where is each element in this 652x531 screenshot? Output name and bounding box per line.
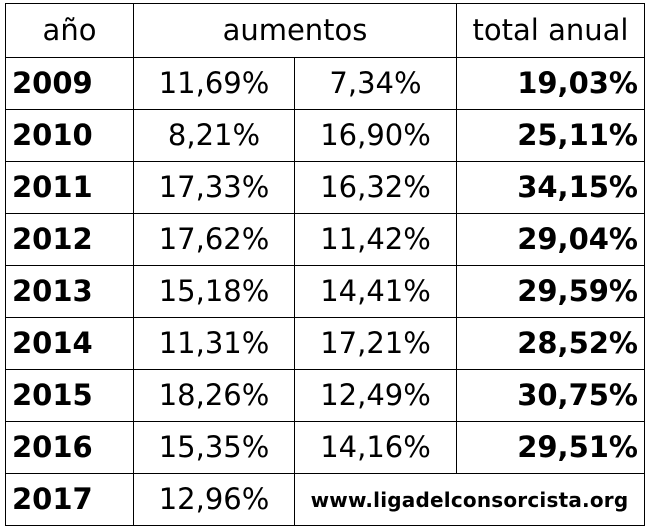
table-row: 2011 17,33% 16,32% 34,15% <box>5 161 645 214</box>
total-cell: 29,59% <box>456 265 645 318</box>
header-increases: aumentos <box>133 3 457 58</box>
increase-2-cell: 14,16% <box>294 421 457 474</box>
year-cell: 2017 <box>5 473 134 526</box>
increase-2-cell: 7,34% <box>294 57 457 110</box>
table-row: 2014 11,31% 17,21% 28,52% <box>5 317 645 370</box>
increase-1-cell: 12,96% <box>133 473 295 526</box>
increase-1-cell: 18,26% <box>133 369 295 422</box>
table-row: 2013 15,18% 14,41% 29,59% <box>5 265 645 318</box>
total-cell: 19,03% <box>456 57 645 110</box>
year-cell: 2011 <box>5 161 134 214</box>
year-cell: 2012 <box>5 213 134 266</box>
year-cell: 2013 <box>5 265 134 318</box>
total-cell: 28,52% <box>456 317 645 370</box>
increase-2-cell: 11,42% <box>294 213 457 266</box>
increase-2-cell: 16,32% <box>294 161 457 214</box>
table-row: 2009 11,69% 7,34% 19,03% <box>5 57 645 110</box>
total-cell: 34,15% <box>456 161 645 214</box>
year-cell: 2015 <box>5 369 134 422</box>
increase-1-cell: 17,62% <box>133 213 295 266</box>
increase-1-cell: 11,31% <box>133 317 295 370</box>
increase-1-cell: 8,21% <box>133 109 295 162</box>
increase-2-cell: 16,90% <box>294 109 457 162</box>
total-cell: 25,11% <box>456 109 645 162</box>
year-cell: 2010 <box>5 109 134 162</box>
increase-2-cell: 17,21% <box>294 317 457 370</box>
header-total: total anual <box>456 3 645 58</box>
total-cell: 29,04% <box>456 213 645 266</box>
table-row: 2010 8,21% 16,90% 25,11% <box>5 109 645 162</box>
table-row: 2012 17,62% 11,42% 29,04% <box>5 213 645 266</box>
increase-1-cell: 11,69% <box>133 57 295 110</box>
increases-table: año aumentos total anual 2009 11,69% 7,3… <box>5 3 645 526</box>
year-cell: 2016 <box>5 421 134 474</box>
header-year: año <box>5 3 134 58</box>
increase-2-cell: 14,41% <box>294 265 457 318</box>
table-row-last: 2017 12,96% www.ligadelconsorcista.org <box>5 473 645 526</box>
total-cell: 29,51% <box>456 421 645 474</box>
table-row: 2015 18,26% 12,49% 30,75% <box>5 369 645 422</box>
increase-1-cell: 15,18% <box>133 265 295 318</box>
increase-1-cell: 17,33% <box>133 161 295 214</box>
increase-1-cell: 15,35% <box>133 421 295 474</box>
increase-2-cell: 12,49% <box>294 369 457 422</box>
year-cell: 2009 <box>5 57 134 110</box>
total-cell: 30,75% <box>456 369 645 422</box>
header-row: año aumentos total anual <box>5 3 645 58</box>
year-cell: 2014 <box>5 317 134 370</box>
website-watermark: www.ligadelconsorcista.org <box>294 473 645 526</box>
table-row: 2016 15,35% 14,16% 29,51% <box>5 421 645 474</box>
